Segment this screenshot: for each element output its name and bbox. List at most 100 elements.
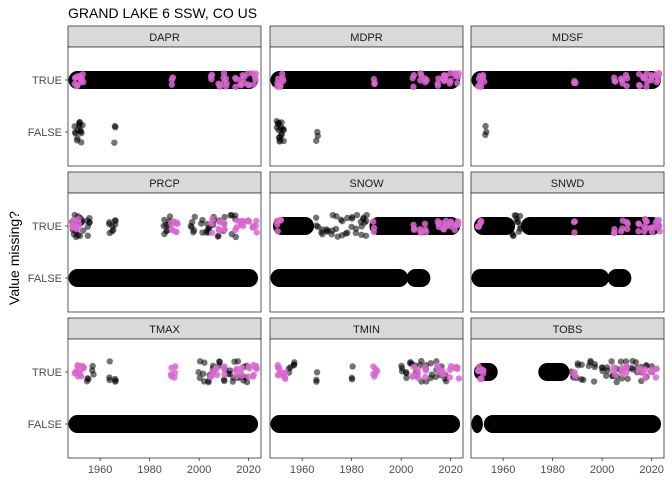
false-band: [471, 269, 610, 287]
true-highlight-point: [479, 366, 486, 374]
true-highlight-point: [655, 216, 663, 224]
true-highlight-point: [232, 226, 239, 234]
true-highlight-point: [654, 76, 662, 84]
true-highlight-point: [623, 218, 631, 226]
true-highlight-point: [409, 372, 417, 379]
true-point: [363, 217, 370, 225]
true-highlight-point: [454, 79, 461, 87]
facet-mdsf: MDSF: [470, 25, 665, 167]
true-point: [112, 377, 119, 384]
true-point: [106, 358, 113, 365]
true-highlight-point: [221, 371, 228, 378]
true-highlight-point: [434, 82, 442, 89]
true-highlight-point: [275, 365, 283, 372]
facet-grid: DAPR TRUE FALSE MDPR MDSF PRCP TRUE FALSE SNOW SN…: [28, 25, 665, 476]
true-highlight-point: [422, 79, 429, 86]
y-tick-label: TRUE: [32, 367, 62, 379]
true-point: [622, 358, 630, 365]
x-tick-label: 1960: [290, 464, 314, 476]
true-highlight-point: [222, 75, 229, 82]
true-highlight-point: [451, 226, 458, 234]
true-highlight-point: [455, 375, 463, 382]
facet-panel-border: [269, 46, 464, 167]
true-point: [632, 359, 640, 366]
facet-panel-border: [470, 192, 665, 313]
true-highlight-point: [76, 370, 83, 377]
true-highlight-point: [414, 365, 422, 373]
true-highlight-point: [245, 373, 252, 380]
true-highlight-point: [207, 220, 215, 227]
true-highlight-point: [208, 229, 216, 236]
true-point: [337, 216, 345, 223]
false-point: [74, 134, 81, 142]
true-point: [163, 227, 170, 235]
true-point: [353, 211, 361, 219]
true-highlight-point: [75, 225, 82, 232]
false-point: [78, 139, 85, 146]
true-point: [232, 212, 239, 219]
true-point: [313, 222, 320, 229]
true-highlight-point: [635, 220, 642, 227]
true-highlight-point: [477, 217, 485, 225]
true-highlight-point: [414, 374, 422, 382]
facet-strip-label: SNWD: [551, 178, 585, 190]
true-highlight-point: [481, 78, 488, 85]
true-point: [517, 222, 524, 229]
true-highlight-point: [422, 226, 429, 233]
true-highlight-point: [250, 81, 257, 88]
true-highlight-point: [647, 77, 655, 84]
true-highlight-point: [622, 71, 630, 79]
true-highlight-point: [173, 219, 180, 226]
true-point: [608, 358, 615, 365]
true-highlight-point: [371, 79, 378, 87]
true-highlight-point: [238, 364, 246, 371]
false-point: [482, 131, 489, 139]
true-point: [432, 373, 439, 381]
true-point: [220, 376, 228, 383]
true-highlight-point: [220, 70, 228, 77]
true-highlight-point: [624, 225, 631, 233]
true-point: [90, 371, 97, 378]
true-highlight-point: [239, 71, 246, 79]
false-point: [278, 119, 285, 126]
true-point: [109, 228, 116, 235]
true-highlight-point: [611, 77, 618, 85]
true-highlight-point: [80, 363, 87, 371]
facet-strip-label: TMIN: [353, 324, 380, 336]
true-highlight-point: [421, 373, 429, 381]
true-highlight-point: [213, 365, 220, 372]
true-highlight-point: [656, 71, 663, 78]
facet-strip-label: MDSF: [552, 32, 583, 44]
true-point: [508, 230, 516, 237]
true-point: [232, 233, 240, 241]
false-band: [270, 415, 461, 433]
true-highlight-point: [253, 229, 260, 236]
true-highlight-point: [421, 220, 429, 228]
true-highlight-point: [232, 83, 239, 91]
x-tick-label: 2000: [389, 464, 413, 476]
true-highlight-point: [410, 225, 418, 232]
true-highlight-point: [446, 374, 453, 381]
true-point: [313, 369, 321, 376]
x-tick-label: 1980: [137, 464, 161, 476]
true-highlight-point: [373, 367, 381, 375]
true-highlight-point: [171, 369, 179, 377]
true-highlight-point: [370, 228, 377, 236]
true-highlight-point: [244, 218, 251, 225]
true-highlight-point: [214, 371, 221, 379]
true-band: [270, 71, 461, 89]
false-band: [270, 269, 409, 287]
true-point: [418, 357, 425, 365]
true-highlight-point: [370, 218, 377, 225]
facet-panel-background: [471, 339, 664, 458]
false-band: [68, 415, 259, 433]
true-point: [348, 215, 356, 222]
true-highlight-point: [571, 218, 579, 225]
true-point: [161, 216, 168, 224]
true-point: [191, 213, 198, 221]
true-point: [332, 225, 340, 233]
false-point: [78, 129, 85, 137]
true-point: [403, 374, 410, 382]
x-tick-label: 1980: [540, 464, 564, 476]
true-highlight-point: [251, 74, 259, 82]
